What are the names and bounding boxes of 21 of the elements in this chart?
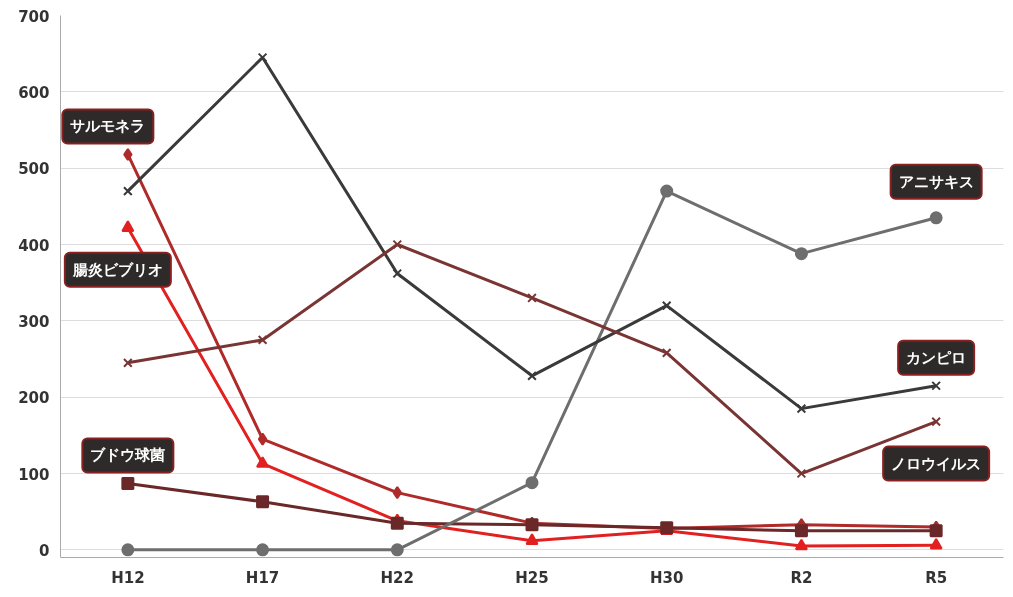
y-tick-label: 200: [18, 389, 50, 408]
y-tick-label: 0: [39, 541, 50, 560]
y-tick-label: 700: [18, 7, 50, 26]
x-tick-label: H12: [111, 568, 145, 587]
series-label: ブドウ球菌: [90, 446, 166, 465]
x-tick-label: H25: [515, 568, 549, 587]
series-label: 腸炎ビブリオ: [71, 260, 163, 279]
y-tick-label: 600: [18, 83, 50, 102]
y-tick-label: 300: [18, 312, 50, 331]
series-label: ノロウイルス: [891, 454, 982, 473]
x-tick-label: R2: [790, 568, 813, 587]
x-tick-label: H30: [650, 568, 684, 587]
y-tick-label: 100: [18, 465, 50, 484]
y-tick-label: 400: [18, 236, 50, 255]
series-label: サルモネラ: [70, 117, 146, 136]
series-label: カンピロ: [906, 348, 967, 367]
x-tick-label: R5: [925, 568, 948, 587]
x-tick-label: H17: [245, 568, 280, 587]
y-tick-label: 500: [18, 160, 50, 179]
x-tick-label: H22: [380, 568, 415, 587]
text: アニサキス: [898, 172, 974, 191]
